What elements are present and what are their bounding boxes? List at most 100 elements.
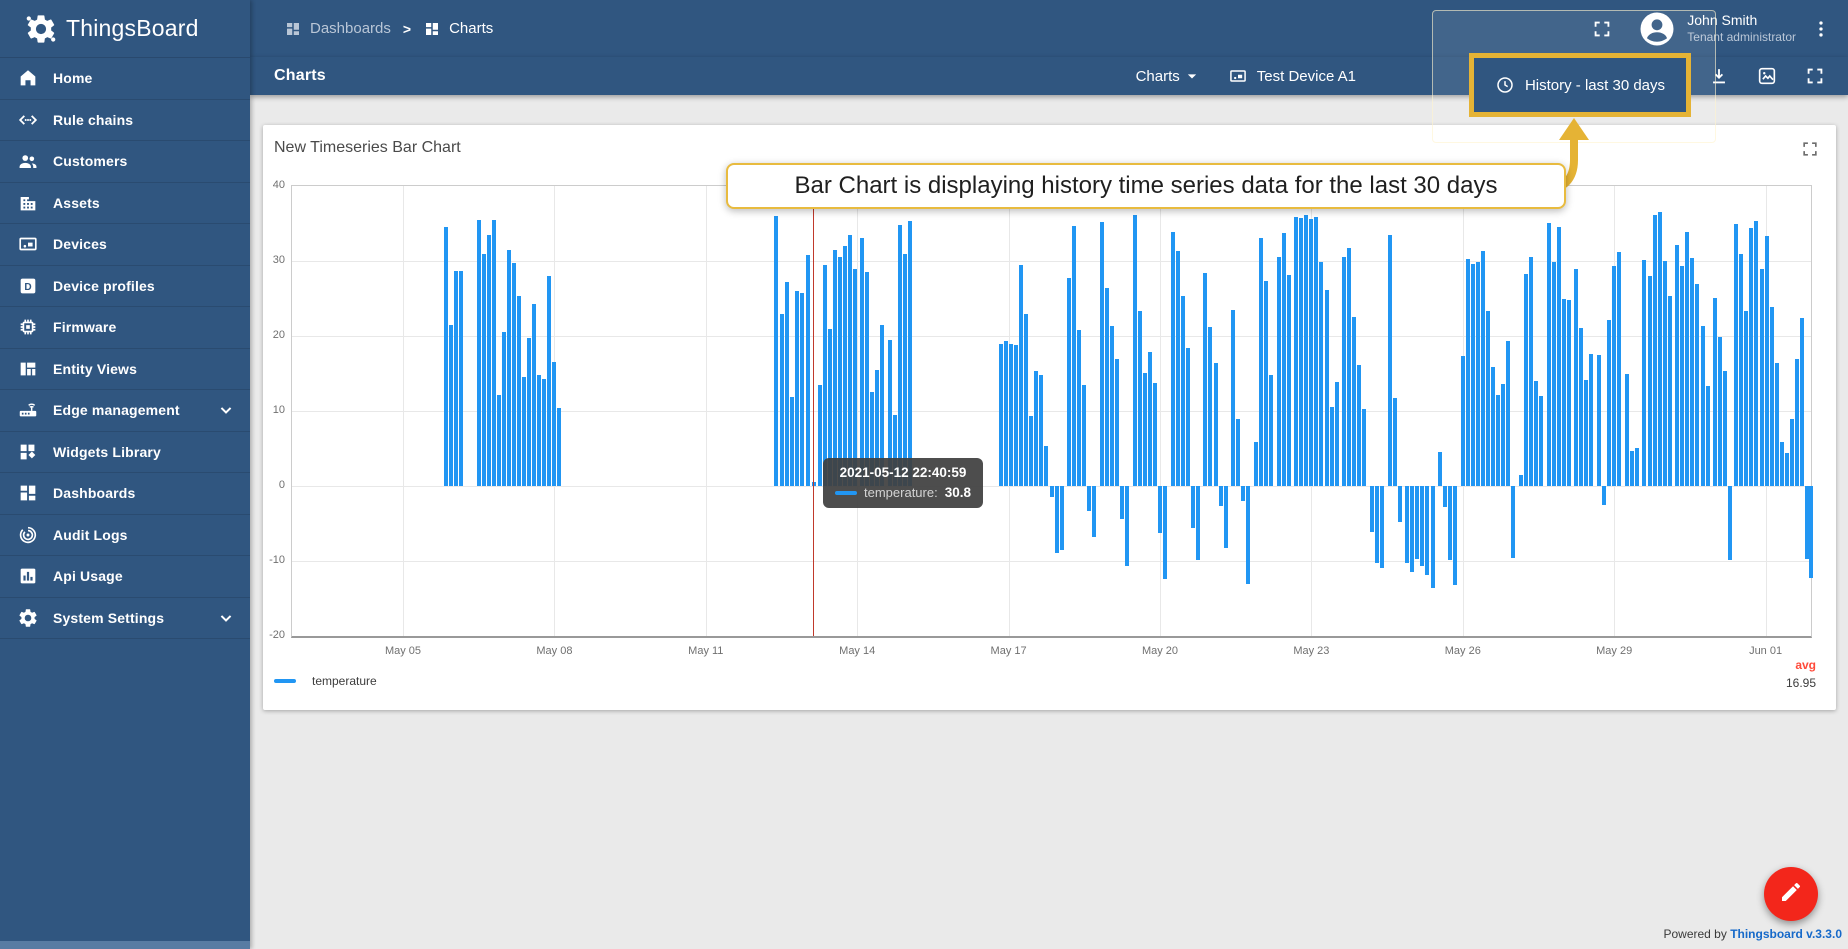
temperature-bar[interactable] xyxy=(1152,382,1157,486)
sidebar-item-dashboards[interactable]: Dashboards xyxy=(0,473,250,515)
temperature-bar[interactable] xyxy=(1269,375,1274,486)
temperature-bar[interactable] xyxy=(1067,277,1072,486)
temperature-bar[interactable] xyxy=(1602,486,1607,505)
temperature-bar[interactable] xyxy=(1685,231,1690,486)
thingsboard-logo[interactable]: ThingsBoard xyxy=(0,0,250,58)
temperature-bar[interactable] xyxy=(1014,345,1019,486)
bar-chart-plot[interactable]: 2021-05-12 22:40:59 temperature: 30.8 40… xyxy=(269,179,1813,657)
temperature-bar[interactable] xyxy=(908,221,913,486)
temperature-bar[interactable] xyxy=(1218,486,1223,507)
temperature-bar[interactable] xyxy=(1528,257,1533,486)
temperature-bar[interactable] xyxy=(903,253,908,486)
temperature-bar[interactable] xyxy=(1029,416,1034,486)
temperature-bar[interactable] xyxy=(1347,247,1352,486)
temperature-bar[interactable] xyxy=(1629,450,1634,486)
temperature-bar[interactable] xyxy=(1764,235,1769,486)
temperature-bar[interactable] xyxy=(1059,486,1064,550)
temperature-bar[interactable] xyxy=(1551,261,1556,486)
temperature-bar[interactable] xyxy=(1236,418,1241,486)
temperature-bar[interactable] xyxy=(1190,486,1195,528)
temperature-bar[interactable] xyxy=(1329,407,1334,486)
temperature-bar[interactable] xyxy=(537,375,542,486)
temperature-bar[interactable] xyxy=(1566,300,1571,486)
temperature-bar[interactable] xyxy=(1286,274,1291,486)
temperature-bar[interactable] xyxy=(1175,250,1180,486)
temperature-bar[interactable] xyxy=(1675,245,1680,486)
temperature-bar[interactable] xyxy=(1744,310,1749,486)
temperature-bar[interactable] xyxy=(1203,273,1208,486)
temperature-bar[interactable] xyxy=(1804,486,1809,559)
breadcrumb-charts[interactable]: Charts xyxy=(423,20,493,38)
temperature-bar[interactable] xyxy=(1624,374,1629,486)
temperature-bar[interactable] xyxy=(491,219,496,486)
temperature-bar[interactable] xyxy=(870,392,875,486)
temperature-bar[interactable] xyxy=(486,234,491,486)
sidebar-item-customers[interactable]: Customers xyxy=(0,141,250,183)
temperature-bar[interactable] xyxy=(1718,336,1723,486)
temperature-bar[interactable] xyxy=(1754,220,1759,486)
temperature-bar[interactable] xyxy=(1410,486,1415,572)
temperature-bar[interactable] xyxy=(512,262,517,486)
temperature-bar[interactable] xyxy=(853,268,858,486)
temperature-bar[interactable] xyxy=(1072,225,1077,486)
temperature-bar[interactable] xyxy=(1054,486,1059,553)
temperature-bar[interactable] xyxy=(1044,446,1049,486)
temperature-bar[interactable] xyxy=(1281,232,1286,486)
temperature-bar[interactable] xyxy=(1375,486,1379,564)
temperature-bar[interactable] xyxy=(1475,261,1480,486)
temperature-bar[interactable] xyxy=(507,249,511,486)
temperature-bar[interactable] xyxy=(1739,254,1744,486)
temperature-bar[interactable] xyxy=(1137,310,1142,486)
temperature-bar[interactable] xyxy=(476,219,481,486)
temperature-bar[interactable] xyxy=(454,270,458,486)
temperature-bar[interactable] xyxy=(1380,486,1385,568)
temperature-bar[interactable] xyxy=(1539,396,1543,486)
temperature-bar[interactable] xyxy=(1425,486,1430,575)
temperature-bar[interactable] xyxy=(552,361,557,486)
temperature-bar[interactable] xyxy=(496,394,501,486)
temperature-bar[interactable] xyxy=(1223,486,1228,549)
temperature-bar[interactable] xyxy=(1506,340,1511,486)
temperature-bar[interactable] xyxy=(789,396,794,486)
temperature-bar[interactable] xyxy=(888,339,892,486)
temperature-bar[interactable] xyxy=(1276,257,1281,486)
sidebar-item-edge-management[interactable]: Edge management xyxy=(0,390,250,432)
user-avatar[interactable] xyxy=(1639,11,1675,47)
temperature-bar[interactable] xyxy=(1087,486,1092,511)
temperature-bar[interactable] xyxy=(1556,226,1561,486)
temperature-bar[interactable] xyxy=(1299,218,1304,486)
temperature-bar[interactable] xyxy=(860,237,865,486)
temperature-bar[interactable] xyxy=(1024,313,1029,486)
temperature-bar[interactable] xyxy=(1170,231,1175,486)
temperature-bar[interactable] xyxy=(532,303,537,486)
sidebar-item-audit-logs[interactable]: Audit Logs xyxy=(0,515,250,556)
temperature-bar[interactable] xyxy=(848,234,853,486)
user-info[interactable]: John Smith Tenant administrator xyxy=(1687,12,1796,45)
temperature-bar[interactable] xyxy=(898,225,903,486)
temperature-bar[interactable] xyxy=(547,276,552,486)
temperature-bar[interactable] xyxy=(1465,258,1470,486)
temperature-bar[interactable] xyxy=(1657,212,1662,486)
temperature-bar[interactable] xyxy=(1147,351,1152,486)
temperature-bar[interactable] xyxy=(1049,486,1054,498)
temperature-bar[interactable] xyxy=(1369,486,1374,532)
legend-item-temperature[interactable]: temperature xyxy=(274,674,377,688)
temperature-bar[interactable] xyxy=(1713,297,1718,486)
temperature-bar[interactable] xyxy=(875,369,880,486)
temperature-bar[interactable] xyxy=(1705,385,1710,486)
temperature-bar[interactable] xyxy=(1589,354,1594,486)
temperature-bar[interactable] xyxy=(865,272,870,486)
sidebar-item-system-settings[interactable]: System Settings xyxy=(0,598,250,639)
temperature-bar[interactable] xyxy=(1185,348,1190,486)
temperature-bar[interactable] xyxy=(1397,486,1402,522)
temperature-bar[interactable] xyxy=(1634,447,1639,486)
temperature-bar[interactable] xyxy=(822,264,827,486)
temperature-bar[interactable] xyxy=(1794,359,1799,486)
edit-dashboard-fab[interactable] xyxy=(1764,867,1818,921)
temperature-bar[interactable] xyxy=(1480,250,1485,486)
temperature-bar[interactable] xyxy=(1546,222,1551,486)
temperature-bar[interactable] xyxy=(1120,486,1125,519)
temperature-bar[interactable] xyxy=(784,282,789,486)
temperature-bar[interactable] xyxy=(1680,265,1685,486)
temperature-bar[interactable] xyxy=(1690,258,1695,486)
